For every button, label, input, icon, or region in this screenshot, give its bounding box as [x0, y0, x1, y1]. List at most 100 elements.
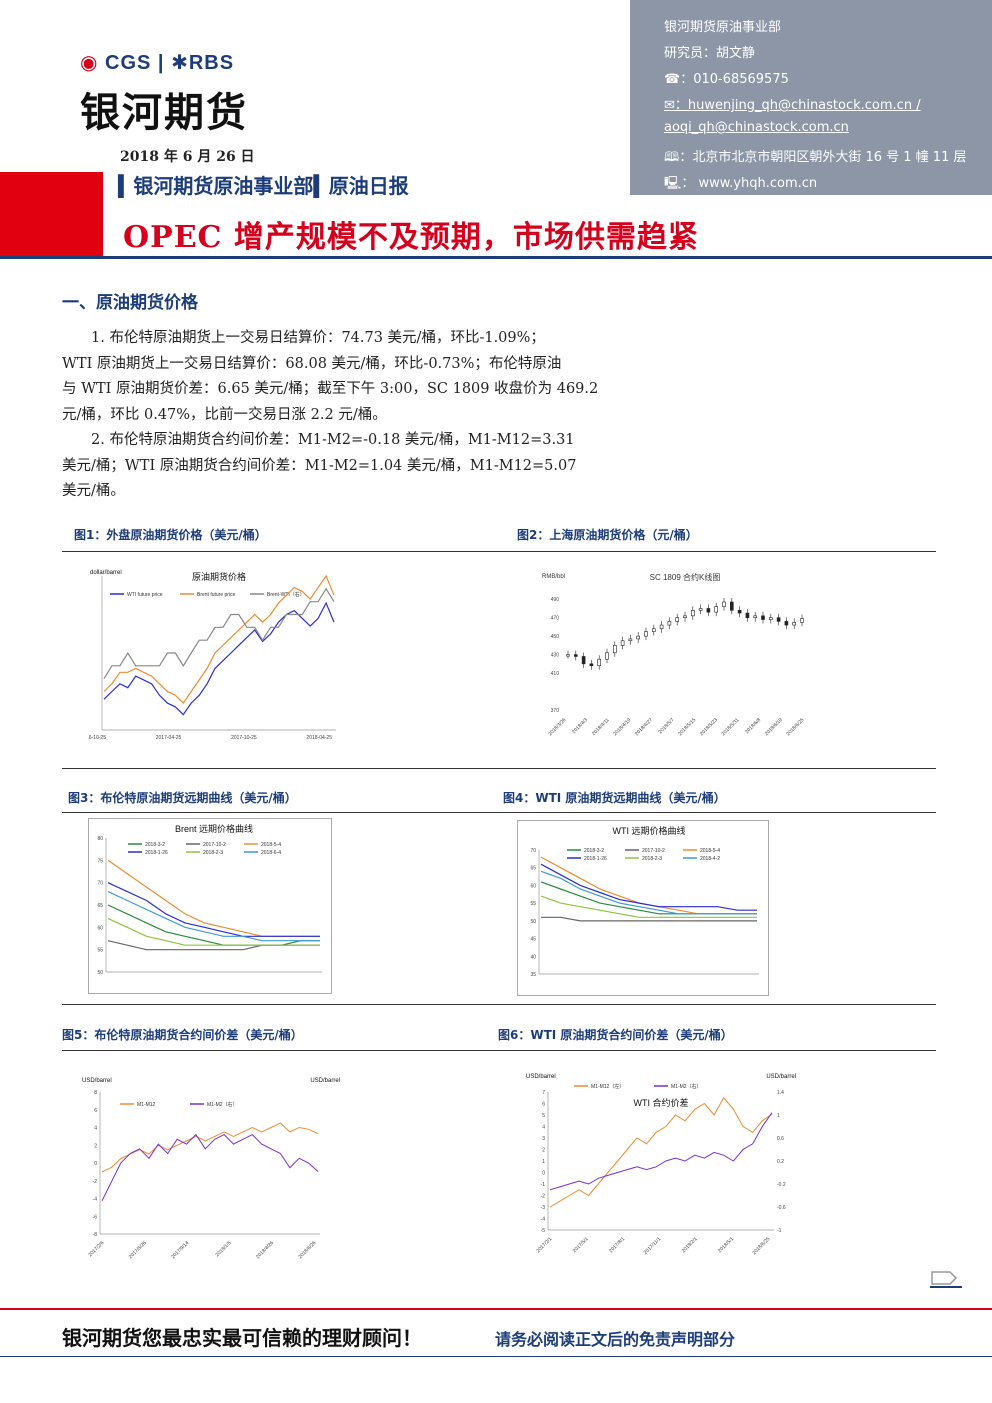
candle-body: [698, 608, 703, 611]
y-tick-label: -5: [541, 1228, 546, 1234]
x-tick-label: 2018/6/8: [744, 717, 762, 735]
y-tick-label: 450: [551, 634, 560, 640]
candle-body: [745, 612, 750, 618]
chart-title: WTI 远期价格曲线: [613, 825, 686, 836]
candle-body: [761, 615, 765, 620]
para-line: 元/桶，环比 0.47%，比前一交易日涨 2.2 元/桶。: [62, 406, 387, 423]
contact-address: 🕮：北京市北京市朝阳区朝外大街 16 号 1 幢 11 层: [664, 150, 967, 165]
series-line: [107, 891, 320, 942]
x-tick-label: 2017/8/1: [608, 1236, 626, 1254]
candle-body: [636, 635, 640, 640]
legend-label: Brent future price: [197, 592, 236, 598]
brand-logo-text: ◉ CGS | ✱RBS: [80, 50, 234, 75]
y-tick-label: 65: [97, 903, 103, 909]
series-line: [101, 1133, 319, 1202]
x-tick-label: 2018/5/1: [717, 1236, 735, 1254]
footer-blue-line: [0, 1356, 992, 1357]
figure-rule: [62, 551, 936, 552]
chart-title: WTI 合约价差: [634, 1097, 689, 1108]
chart-fig6: WTI 合约价差 USD/barrel USD/barrel 7 6 5 4 3 2 1 0 -1 -2…: [526, 1074, 796, 1256]
y-tick-label: 1: [542, 1159, 545, 1165]
y-axis-label: USD/barrel: [526, 1074, 556, 1080]
contact-email-1[interactable]: ✉：huwenjing_qh@chinastock.com.cn /: [664, 98, 921, 113]
department-line: ▍银河期货原油事业部▍原油日报: [118, 174, 409, 198]
para-line: 美元/桶；WTI 原油期货合约间价差：M1-M2=1.04 美元/桶，M1-M1…: [62, 457, 577, 474]
series-line: [107, 882, 320, 937]
x-tick-label: 2017/2/6: [87, 1240, 105, 1258]
series-line: [107, 904, 320, 946]
x-tick-label: 2018/1/5: [215, 1240, 233, 1258]
x-tick-label: 2018/4/27: [634, 717, 654, 737]
y-tick-label: -6: [93, 1214, 98, 1220]
paragraph-2: 2. 布伦特原油期货合约间价差：M1-M2=-0.18 美元/桶，M1-M12=…: [62, 428, 632, 505]
candle-body: [706, 608, 711, 613]
candle-body: [613, 645, 617, 654]
y-tick-label: 430: [551, 653, 560, 659]
legend-label: 2018-3-2: [145, 842, 165, 848]
y2-axis-label: USD/barrel: [310, 1078, 340, 1084]
candle-body: [683, 615, 687, 618]
figure-rule: [62, 768, 936, 769]
company-logo: ◉ CGS | ✱RBS 银河期货: [80, 50, 340, 140]
candle-body: [644, 631, 648, 637]
y-tick-label: -1: [541, 1182, 546, 1188]
x-tick-label: 2018/2/1: [681, 1236, 699, 1254]
x-tick-label: 2016-10-25: [88, 735, 106, 741]
contact-dept: 银河期货原油事业部: [664, 20, 782, 35]
contact-website[interactable]: 🖳： www.yhqh.com.cn: [664, 176, 818, 191]
chart-fig4: WTI 远期价格曲线 35 40 45 50 55 60 65 70 2018-3-2 2017-1…: [517, 820, 769, 996]
contact-email-2[interactable]: aoqi_qh@chinastock.com.cn: [664, 120, 849, 135]
y-tick-label: 80: [97, 836, 103, 842]
candle-body: [581, 656, 586, 665]
candle-body: [589, 663, 594, 666]
figure-rule: [62, 812, 936, 813]
y-tick-label: 490: [551, 597, 560, 603]
y-tick-label: -4: [541, 1217, 546, 1223]
x-tick-label: 2018-04-25: [306, 735, 332, 741]
y2-tick-label: 1.4: [777, 1090, 784, 1096]
x-tick-label: 2018/6/26: [297, 1240, 317, 1260]
y-tick-label: 70: [530, 848, 536, 854]
candle-body: [566, 654, 570, 657]
legend-label: WTI future price: [127, 592, 163, 598]
legend-label: M1-M12: [137, 1102, 156, 1108]
x-tick-label: 2018/3/26: [547, 717, 567, 737]
series-line: [101, 1122, 319, 1173]
candle-body: [659, 624, 664, 630]
brand-rbs: RBS: [188, 52, 235, 74]
page-corner-icon: [930, 1271, 962, 1288]
y-tick-label: 55: [97, 948, 103, 954]
cgs-logo-icon: ◉: [80, 52, 106, 74]
candle-body: [675, 617, 679, 622]
candle-body: [784, 621, 789, 626]
series-line: [541, 916, 757, 922]
y-tick-label: 0: [542, 1171, 545, 1177]
y-tick-label: 5: [542, 1113, 545, 1119]
figure-rule: [62, 1050, 936, 1051]
y-axis-label: dollar/barrel: [90, 570, 122, 576]
brand-cgs: CGS: [105, 52, 152, 74]
candle-body: [800, 618, 804, 623]
y-tick-label: 4: [542, 1125, 545, 1131]
y-tick-label: 2: [542, 1148, 545, 1154]
fig6-label: 图6：WTI 原油期货合约间价差（美元/桶）: [498, 1028, 733, 1042]
fig4-label: 图4：WTI 原油期货远期曲线（美元/桶）: [503, 791, 726, 805]
x-tick-label: 2017/11/1: [643, 1236, 663, 1256]
candle-body: [769, 617, 773, 620]
y-tick-label: 470: [551, 616, 560, 622]
candle-body: [792, 622, 796, 626]
candle-body: [667, 621, 672, 626]
para-line: 美元/桶。: [62, 483, 125, 499]
legend-label: 2018-1-26: [584, 856, 607, 862]
candle-body: [730, 601, 734, 611]
para-line: 与 WTI 原油期货价差：6.65 美元/桶；截至下午 3:00，SC 1809…: [62, 381, 599, 397]
y-tick-label: -3: [541, 1205, 546, 1211]
y-tick-label: 75: [97, 858, 103, 864]
series-line: [549, 1096, 773, 1208]
chart-fig3: Brent 远期价格曲线 50 55 60 65 70 75 80 2018-3-2 2017-1…: [88, 818, 332, 994]
contact-phone: ☎：010-68569575: [664, 72, 789, 87]
y-tick-label: 370: [551, 708, 560, 714]
x-tick-label: 2018/6/25: [751, 1236, 771, 1256]
section-heading: 一、原油期货价格: [62, 293, 198, 313]
brand-separator: |: [157, 52, 165, 74]
